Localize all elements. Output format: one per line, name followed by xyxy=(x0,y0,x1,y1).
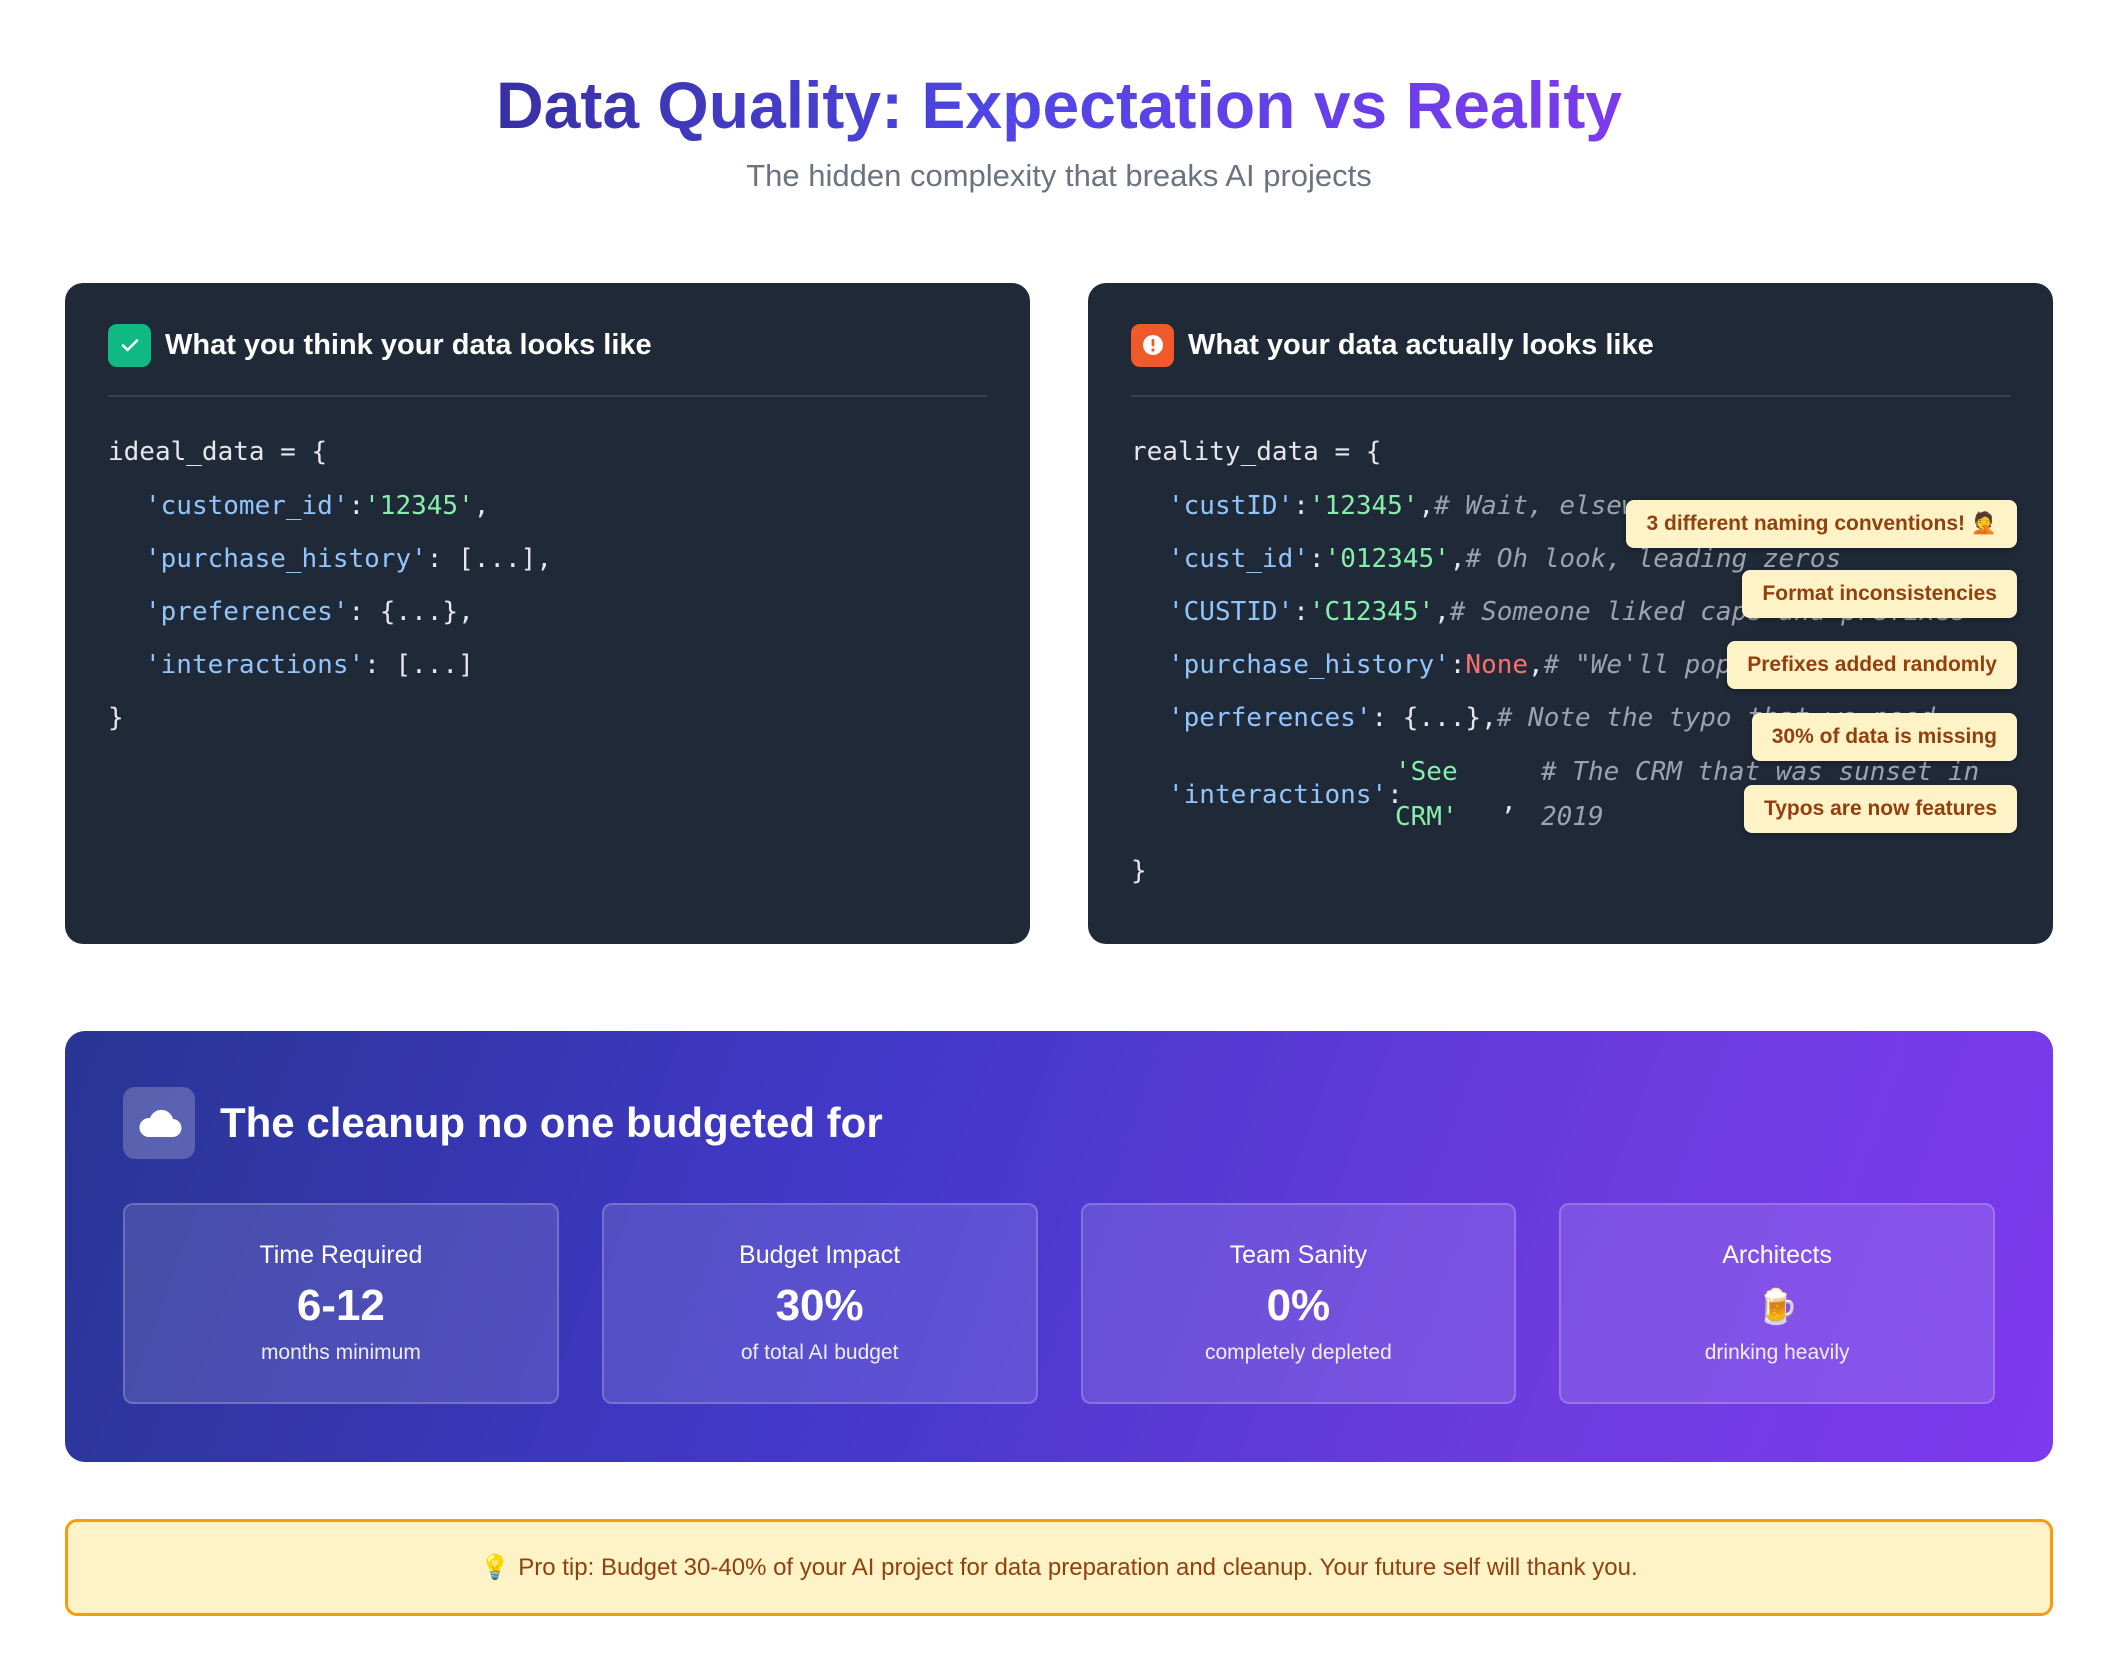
stat-label: Budget Impact xyxy=(739,1241,901,1269)
code-line-interactions-comment-a: # The CRM that was sunset in xyxy=(1541,757,1979,787)
stat-label: Architects xyxy=(1722,1241,1832,1269)
reality-title: What your data actually looks like xyxy=(1188,328,1654,361)
expectation-title: What you think your data looks like xyxy=(165,328,652,361)
code-line-close: } xyxy=(108,703,124,733)
code-key: 'preferences' xyxy=(145,597,349,627)
stat-sub: of total AI budget xyxy=(740,1341,899,1364)
reality-code-block: reality_data = { 'custID':'12345',# Wait… xyxy=(1131,397,2010,897)
reality-header: What your data actually looks like xyxy=(1131,323,2010,367)
code-string: '12345' xyxy=(1308,491,1419,521)
code-line-interactions-val-a: 'See xyxy=(1395,757,1458,787)
stat-sub: drinking heavily xyxy=(1704,1341,1850,1364)
code-text: } xyxy=(108,703,124,733)
stat-value: 30% xyxy=(775,1281,864,1330)
code-line-interactions: 'interactions': [...] xyxy=(145,650,474,680)
stat-card-budget: Budget Impact 30% of total AI budget xyxy=(601,1203,1038,1404)
expectation-divider xyxy=(108,395,987,397)
code-line-cust-id: 'cust_id':'012345',# Oh look, leading ze… xyxy=(1168,544,1842,574)
pro-tip-text: Pro tip: Budget 30-40% of your AI projec… xyxy=(518,1553,1638,1581)
annotation-format: Format inconsistencies xyxy=(1742,570,2017,618)
code-string: 'C12345' xyxy=(1308,597,1435,627)
code-key: 'customer_id' xyxy=(145,491,349,521)
stat-value: 0% xyxy=(1266,1281,1331,1330)
code-line-custid: 'custID':'12345',# Wait, elsew xyxy=(1168,491,1638,521)
code-line-interactions-key: 'interactions': xyxy=(1168,780,1403,810)
cleanup-header: The cleanup no one budgeted for xyxy=(123,1087,1995,1159)
code-comment: 2019 xyxy=(1541,802,1604,832)
code-value: : [...] xyxy=(364,650,474,680)
code-comment: # Wait, elsew xyxy=(1434,491,1638,521)
code-text: } xyxy=(1131,856,1147,886)
annotation-prefixes: Prefixes added randomly xyxy=(1727,641,2017,689)
code-string: CRM' xyxy=(1395,802,1458,832)
cloud-icon xyxy=(123,1087,195,1159)
expectation-panel: What you think your data looks like idea… xyxy=(65,283,1030,944)
page-title: Data Quality: Expectation vs Reality xyxy=(496,60,1622,150)
stat-sub: months minimum xyxy=(260,1341,421,1364)
stats-row: Time Required 6-12 months minimum Budget… xyxy=(123,1203,1995,1404)
stat-sub: completely depleted xyxy=(1204,1341,1392,1364)
lightbulb-icon: 💡 xyxy=(480,1554,511,1581)
code-line-open: reality_data = { xyxy=(1131,437,1381,467)
expectation-header: What you think your data looks like xyxy=(108,323,987,367)
code-comment: # "We'll popu xyxy=(1543,650,1748,680)
cleanup-title: The cleanup no one budgeted for xyxy=(220,1099,883,1146)
code-key: 'cust_id' xyxy=(1168,544,1309,574)
code-string: '012345' xyxy=(1324,544,1450,574)
stat-label: Time Required xyxy=(259,1241,423,1269)
reality-divider xyxy=(1131,395,2010,397)
cleanup-section: The cleanup no one budgeted for Time Req… xyxy=(65,1031,2053,1462)
page-header: Data Quality: Expectation vs Reality The… xyxy=(0,60,2118,196)
beer-icon: 🍺 xyxy=(1755,1288,1799,1326)
stat-value: 6-12 xyxy=(296,1281,385,1330)
page-subtitle: The hidden complexity that breaks AI pro… xyxy=(746,158,1372,193)
code-key: 'custID' xyxy=(1168,491,1294,521)
code-value: : {...}, xyxy=(1371,703,1497,733)
annotation-missing: 30% of data is missing xyxy=(1751,713,2017,761)
code-comment: # Oh look, leading zeros xyxy=(1465,544,1842,574)
code-line-custid-caps: 'CUSTID':'C12345',# Someone liked caps a… xyxy=(1168,597,1967,627)
stat-card-sanity: Team Sanity 0% completely depleted xyxy=(1080,1203,1517,1404)
code-line-preferences: 'preferences': {...}, xyxy=(145,597,474,627)
code-string: '12345' xyxy=(364,491,474,521)
code-key: 'purchase_history' xyxy=(145,544,427,574)
code-line-interactions-comment-b: 2019 xyxy=(1541,802,1604,832)
stat-card-time: Time Required 6-12 months minimum xyxy=(123,1203,559,1404)
code-line-purchase-history: 'purchase_history': [...], xyxy=(145,544,552,574)
pro-tip-banner: 💡 Pro tip: Budget 30-40% of your AI proj… xyxy=(65,1519,2053,1616)
code-comment: # The CRM that was sunset in xyxy=(1541,757,1980,787)
code-key: 'interactions' xyxy=(1168,780,1388,810)
code-line-interactions-val-b: CRM' xyxy=(1395,802,1458,832)
code-comma: , xyxy=(1501,787,1517,817)
stat-label: Team Sanity xyxy=(1229,1241,1368,1269)
code-line-open: ideal_data = { xyxy=(108,437,327,467)
check-icon xyxy=(108,323,151,367)
annotation-naming: 3 different naming conventions! 🤦 xyxy=(1626,500,2017,548)
code-line-customer-id: 'customer_id':'12345', xyxy=(145,491,490,521)
code-string: 'See xyxy=(1395,757,1458,787)
code-key: 'CUSTID' xyxy=(1168,597,1294,627)
code-text: reality_data = { xyxy=(1131,437,1382,467)
code-value: : {...}, xyxy=(348,597,474,627)
code-key: 'perferences' xyxy=(1168,703,1372,733)
code-line-close: } xyxy=(1131,856,1147,886)
alert-icon xyxy=(1131,323,1174,367)
ideal-code-block: ideal_data = { 'customer_id':'12345', 'p… xyxy=(108,397,987,897)
annotation-typos: Typos are now features xyxy=(1743,785,2017,833)
code-value: : [...], xyxy=(426,544,552,574)
code-text: ideal_data = { xyxy=(108,437,328,467)
code-key: 'interactions' xyxy=(145,650,365,680)
stat-card-architects: Architects 🍺 drinking heavily xyxy=(1559,1203,1995,1404)
code-key: 'purchase_history' xyxy=(1168,650,1450,680)
code-none: None xyxy=(1465,650,1529,680)
code-line-purchase-history: 'purchase_history':None,# "We'll popu xyxy=(1168,650,1748,680)
reality-panel: What your data actually looks like reali… xyxy=(1088,283,2053,944)
